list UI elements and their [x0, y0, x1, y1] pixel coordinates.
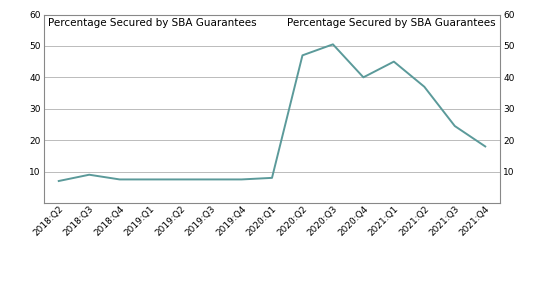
Text: Percentage Secured by SBA Guarantees: Percentage Secured by SBA Guarantees — [287, 18, 496, 28]
Text: Percentage Secured by SBA Guarantees: Percentage Secured by SBA Guarantees — [48, 18, 257, 28]
